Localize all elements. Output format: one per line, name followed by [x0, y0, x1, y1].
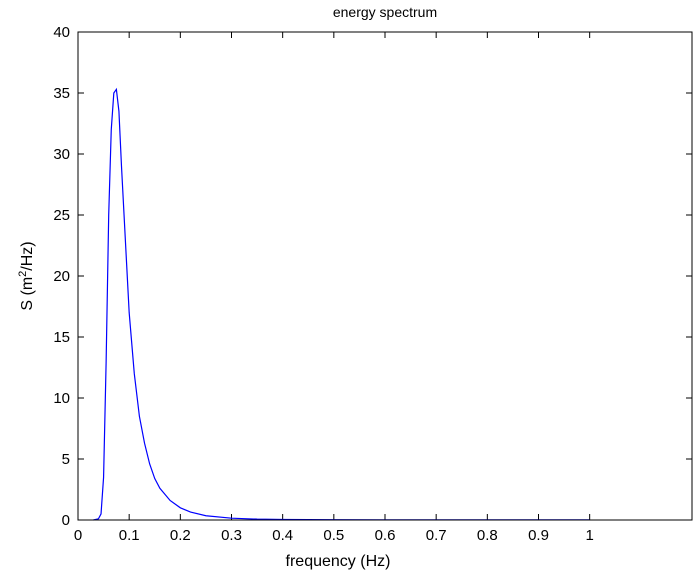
x-tick-labels: 0 0.1 0.2 0.3 0.4 0.5 0.6 0.7 0.8 0.9 1: [74, 527, 594, 544]
x-tick-label: 0.2: [170, 527, 191, 544]
y-axis-label: S (m2/Hz): [17, 241, 36, 310]
x-tick-label: 0.7: [426, 527, 447, 544]
y-tick-label: 25: [53, 207, 70, 224]
y-tick-label: 40: [53, 24, 70, 41]
y-tick-label: 10: [53, 390, 70, 407]
x-tick-label: 1: [585, 527, 593, 544]
x-tick-label: 0.3: [221, 527, 242, 544]
x-axis-label: frequency (Hz): [286, 553, 391, 570]
y-tick-label: 5: [62, 451, 70, 468]
y-tick-label: 30: [53, 146, 70, 163]
x-tick-label: 0.6: [375, 527, 396, 544]
y-tick-label: 20: [53, 268, 70, 285]
plot-background: [78, 32, 692, 520]
x-tick-label: 0.1: [119, 527, 140, 544]
x-tick-label: 0.4: [272, 527, 293, 544]
plot-frame: [77, 31, 693, 521]
y-axis-label-prefix: S (m: [19, 277, 36, 311]
x-tick-label: 0.9: [528, 527, 549, 544]
y-tick-label: 35: [53, 85, 70, 102]
y-tick-label: 0: [62, 512, 70, 529]
y-axis-label-superscript: 2: [17, 271, 29, 277]
y-tick-labels: 0 5 10 15 20 25 30 35 40: [53, 24, 70, 529]
chart-title: energy spectrum: [333, 4, 437, 20]
y-tick-label: 15: [53, 329, 70, 346]
x-tick-label: 0: [74, 527, 82, 544]
x-tick-label: 0.8: [477, 527, 498, 544]
x-tick-label: 0.5: [323, 527, 344, 544]
y-axis-label-suffix: /Hz): [19, 241, 36, 270]
